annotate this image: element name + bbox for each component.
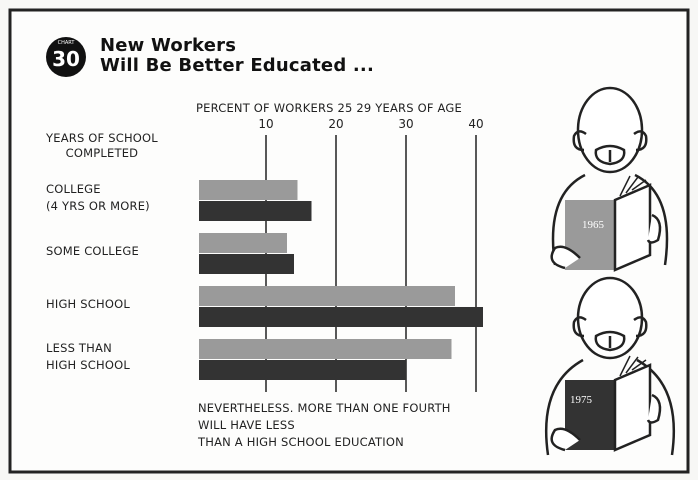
x-tick-label: 30 [398, 117, 413, 131]
bar [199, 339, 452, 359]
illustration-1975 [544, 276, 676, 456]
chart-badge-label: CHART [58, 40, 76, 46]
bar [199, 180, 298, 200]
x-tick-label: 20 [328, 117, 343, 131]
bar [199, 286, 455, 306]
bar [199, 254, 294, 274]
bar [199, 233, 287, 253]
book-label: 1965 [582, 219, 605, 231]
y-tick-label: COLLEGE (4 YRS OR MORE) [46, 182, 150, 213]
bar [199, 307, 483, 327]
chart-badge-number: 30 [52, 47, 80, 71]
x-axis-title: PERCENT OF WORKERS 25 29 YEARS OF AGE [196, 101, 462, 115]
y-tick-label: HIGH SCHOOL [46, 296, 130, 311]
x-tick-label: 10 [258, 117, 273, 131]
chart-title: New Workers Will Be Better Educated ... [100, 35, 375, 76]
bar [199, 360, 406, 380]
illustration-1965 [550, 86, 669, 272]
bar [199, 201, 312, 221]
book-label: 1975 [570, 394, 593, 406]
x-tick-label: 40 [468, 117, 483, 131]
annotation: NEVERTHELESS. MORE THAN ONE FOURTH WILL … [198, 401, 451, 449]
chart-badge [46, 37, 86, 77]
y-axis-title: YEARS OF SCHOOL COMPLETED [46, 131, 158, 160]
y-tick-label: LESS THAN HIGH SCHOOL [46, 341, 130, 372]
y-tick-label: SOME COLLEGE [46, 243, 139, 258]
